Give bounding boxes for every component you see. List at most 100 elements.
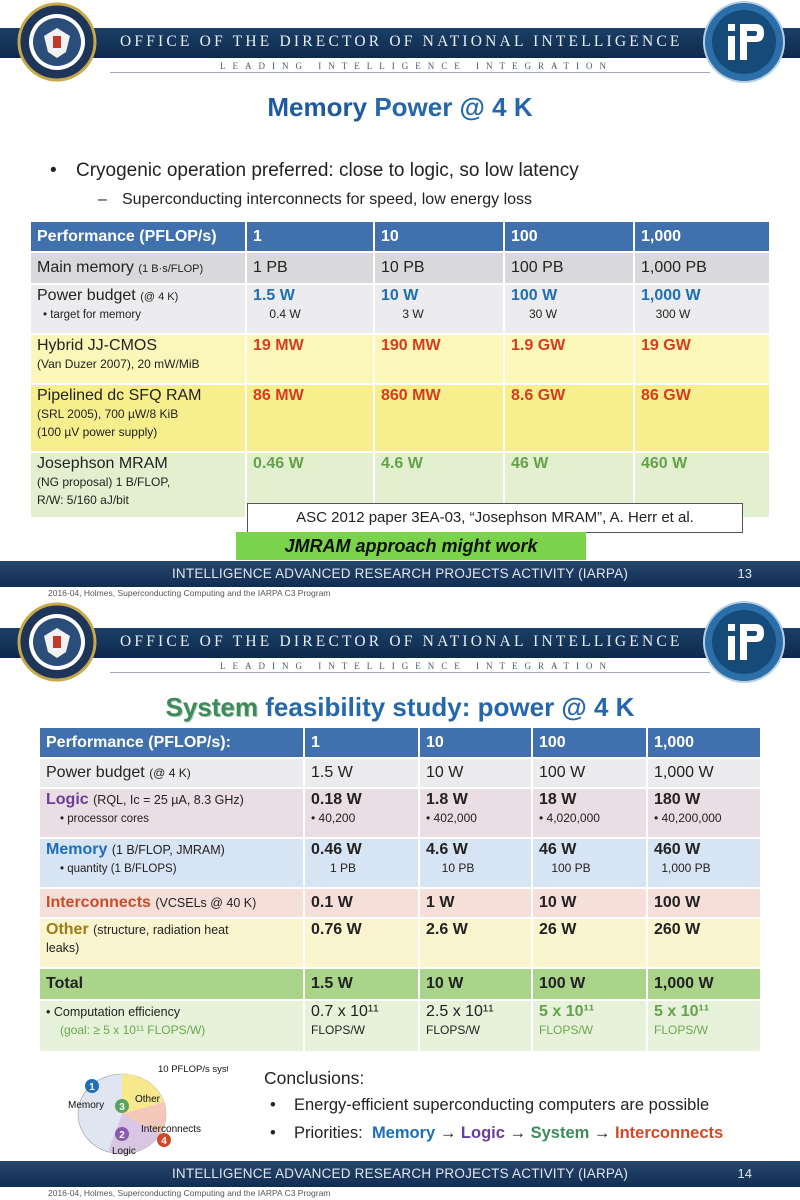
table-cell: 10 PB [373,252,504,285]
row-note: (@ 4 K) [140,291,179,303]
table-cell: 460 W [654,841,701,858]
conclusion-item: • Energy-efficient superconducting comput… [270,1096,710,1114]
pie-slice-logic [108,1114,160,1155]
row-note: R/W: 5/160 aJ/bit [37,493,129,507]
pie-marker-2 [115,1127,129,1141]
title-keyword: Memory [267,92,368,122]
table-subcell: 300 W [655,307,691,321]
priority-system: System [530,1124,590,1142]
table-row: Memory (1 B/FLOP, JMRAM) • quantity (1 B/… [40,838,760,889]
table-cell: 1,000 W [654,975,714,992]
pie-marker-3 [115,1099,129,1113]
table-cell: 260 W [654,921,701,938]
table-cell: 18 W [539,791,577,808]
table-row: Hybrid JJ-CMOS (Van Duzer 2007), 20 mW/Mi… [31,334,769,385]
pie-marker-4 [157,1133,171,1147]
bullet: • Cryogenic operation preferred: close to… [50,160,579,181]
pie-label-memory: Memory [68,1100,104,1111]
table-subcell: FLOPS/W [539,1023,594,1037]
table-row: Pipelined dc SFQ RAM (SRL 2005), 700 µW/8… [31,384,769,453]
row-note: (VCSELs @ 40 K) [155,896,257,910]
table-subcell: 3 W [402,307,424,321]
col-header: 1,000 [646,728,760,759]
conclusions-heading: Conclusions: [264,1068,365,1088]
table-cell: 1,000 PB [633,252,769,285]
sub-bullet: – Superconducting interconnects for speed… [98,191,533,208]
header-title: OFFICE OF THE DIRECTOR OF NATIONAL INTEL… [120,633,683,650]
conclusion-text: Energy-efficient superconducting compute… [294,1096,710,1114]
row-note: (Van Duzer 2007), 20 mW/MiB [37,357,200,371]
table-subcell: 0.4 W [269,307,301,321]
header-tagline: LEADING INTELLIGENCE INTEGRATION [220,661,613,671]
table-cell: 10 W [381,287,419,304]
citation-box: ASC 2012 paper 3EA-03, “Josephson MRAM”,… [247,503,743,533]
pie-marker-2-label: 2 [119,1130,125,1141]
row-sub: target for memory [50,309,141,321]
table-cell: 10 W [418,758,532,789]
table-cell: 100 W [531,758,647,789]
row-note: (goal: ≥ 5 x 10¹¹ FLOPS/W) [60,1023,206,1037]
table-cell: 1.5 W [311,975,353,992]
table-subcell: • 4,020,000 [539,811,600,825]
pie-label-logic: Logic [112,1146,136,1157]
title-rest: feasibility study: power @ 4 K [265,692,635,722]
pie-system-label: 10 PFLOP/s system [158,1064,228,1075]
row-note: (structure, radiation heat [93,923,229,937]
table-cell: 86 GW [633,384,769,453]
table-cell: 5 x 10¹¹ [539,1003,595,1020]
col-header: Performance (PFLOP/s) [31,222,246,253]
odni-seal-icon [17,602,97,682]
table-subcell: • 40,200,000 [654,811,722,825]
memory-power-table: Performance (PFLOP/s) 1 10 100 1,000 Mai… [31,222,769,519]
row-label: Computation efficiency [53,1005,181,1019]
table-row: Interconnects (VCSELs @ 40 K) 0.1 W 1 W … [40,888,760,919]
table-cell: 10 W [426,975,464,992]
table-subcell: 1,000 PB [661,861,711,875]
table-subcell: 1 PB [329,861,356,875]
table-cell: 100 PB [503,252,634,285]
table-row: Other (structure, radiation heat leaks) 0… [40,918,760,969]
priority-memory: Memory [371,1124,436,1142]
table-cell: 1.9 GW [503,334,634,385]
pie-label-interconnects: Interconnects [141,1124,201,1135]
header-divider [110,72,710,73]
table-cell: 1 PB [245,252,374,285]
table-cell: 4.6 W [426,841,468,858]
col-header: 1 [303,728,419,759]
title-keyword: System [165,692,259,722]
header-tagline: LEADING INTELLIGENCE INTEGRATION [220,61,613,71]
table-row: Logic (RQL, Ic = 25 µA, 8.3 GHz) • proces… [40,788,760,839]
table-cell: 5 x 10¹¹ [654,1003,710,1020]
row-label: Interconnects [46,894,151,911]
conclusion-item: • Priorities: Memory → Logic → System → I… [270,1124,724,1142]
table-cell: 8.6 GW [503,384,634,453]
row-label: Memory [46,841,108,858]
header-band [0,628,800,658]
pie-marker-1 [85,1079,99,1093]
table-cell: 180 W [654,791,701,808]
row-note: (1 B/FLOP, JMRAM) [111,843,225,857]
conclusion-text: Priorities: [294,1124,363,1142]
header-title: OFFICE OF THE DIRECTOR OF NATIONAL INTEL… [120,33,683,50]
table-header-row: Performance (PFLOP/s) 1 10 100 1,000 [31,222,769,253]
table-cell: 86 MW [245,384,374,453]
row-label: Power budget [37,287,136,304]
sub-bullet-text: Superconducting interconnects for speed,… [122,191,533,208]
row-label: Hybrid JJ-CMOS [37,337,158,354]
header-divider [110,672,710,673]
table-row: • Computation efficiency (goal: ≥ 5 x 10¹… [40,1000,760,1053]
table-cell: 2.6 W [426,921,468,938]
row-label: Power budget [46,764,145,781]
row-note: (100 µV power supply) [37,425,158,439]
footer-band [0,1161,800,1187]
table-cell: 1 W [426,894,455,911]
row-label: Other [46,921,89,938]
row-label: Logic [46,791,89,808]
col-header: Performance (PFLOP/s): [40,728,304,759]
table-cell: 1.8 W [426,791,468,808]
callout-banner: JMRAM approach might work [236,532,586,560]
table-subcell: • 402,000 [426,811,477,825]
power-pie-diagram: 1 3 2 4 Memory Other Interconnects Logic… [68,1064,228,1157]
pie-marker-4-label: 4 [161,1136,167,1147]
col-header: 100 [531,728,647,759]
